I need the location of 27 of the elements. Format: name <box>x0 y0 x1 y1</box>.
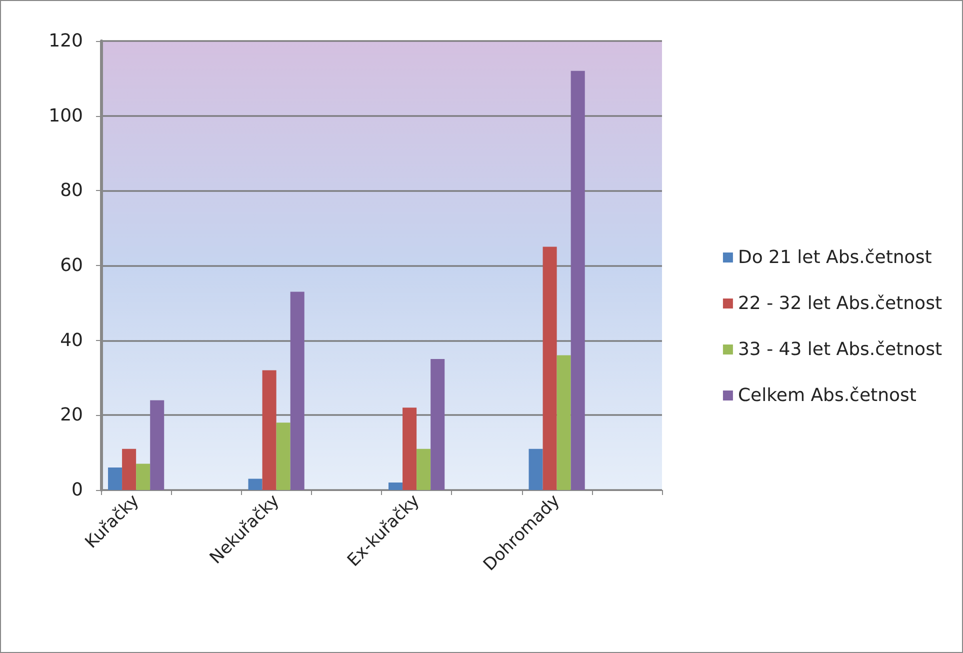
bar <box>150 400 164 490</box>
legend-label: 22 - 32 let Abs.četnost <box>738 293 942 314</box>
bar <box>430 359 445 490</box>
bar <box>122 448 136 490</box>
y-tick-label: 60 <box>60 255 83 276</box>
bar <box>388 482 403 490</box>
bar <box>248 478 262 490</box>
y-tick-label: 40 <box>60 330 83 351</box>
y-tick-label: 80 <box>60 180 83 202</box>
bar <box>416 448 431 490</box>
bar <box>262 370 276 490</box>
y-tick-label: 20 <box>60 404 83 426</box>
bar <box>108 468 122 490</box>
bar <box>402 408 417 490</box>
bar <box>136 464 150 490</box>
bar <box>276 422 290 490</box>
bar <box>542 246 557 490</box>
bar <box>556 355 571 490</box>
bar <box>570 70 585 490</box>
legend-label: Celkem Abs.četnost <box>738 385 916 406</box>
legend-label: 33 - 43 let Abs.četnost <box>738 339 942 360</box>
bar <box>290 292 304 490</box>
legend-label: Do 21 let Abs.četnost <box>738 247 932 268</box>
y-tick-label: 0 <box>72 480 83 500</box>
y-tick-label: 100 <box>48 105 83 126</box>
bar <box>528 448 543 490</box>
y-tick-label: 120 <box>48 30 83 52</box>
